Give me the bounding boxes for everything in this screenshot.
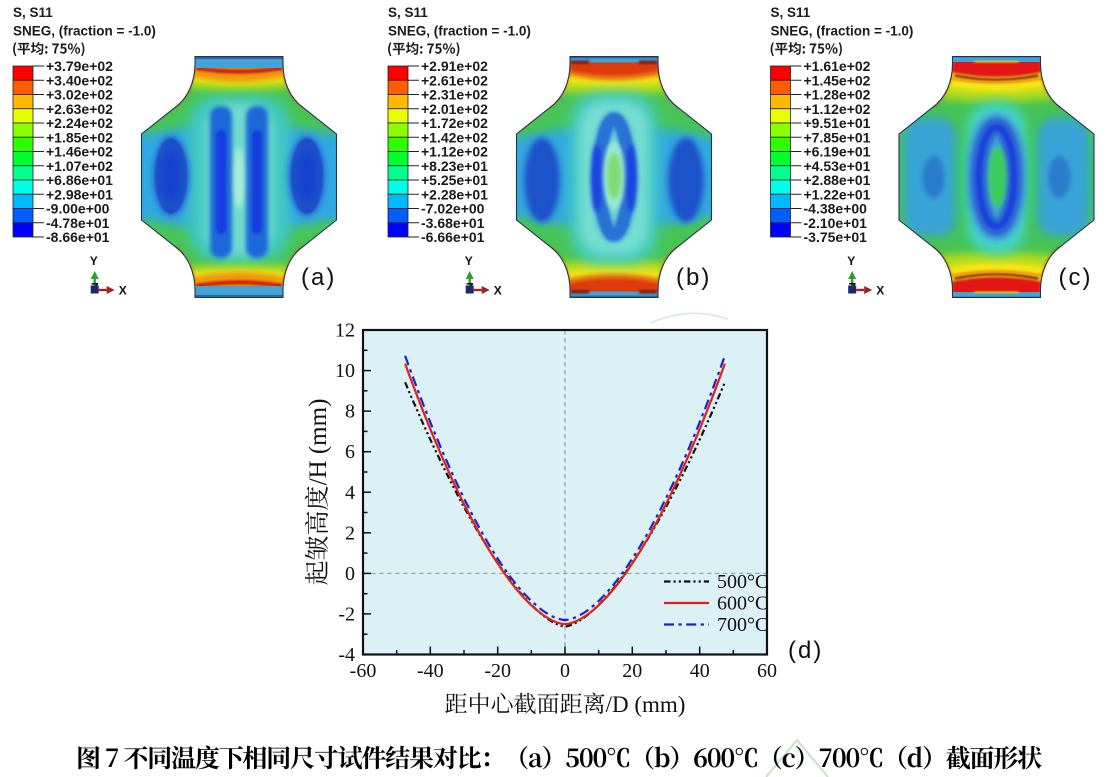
svg-text:+3.79e+02: +3.79e+02 <box>46 58 113 74</box>
svg-text:/D (mm): /D (mm) <box>606 692 686 717</box>
svg-text:+1.12e+02: +1.12e+02 <box>421 144 488 160</box>
svg-text:(a): (a) <box>301 264 336 291</box>
svg-text:(c): (c) <box>1059 264 1093 291</box>
svg-text:/H (mm): /H (mm) <box>305 399 332 486</box>
svg-text:+5.25e+01: +5.25e+01 <box>421 172 488 188</box>
svg-text:+4.53e+01: +4.53e+01 <box>804 158 871 174</box>
svg-text:600°C: 600°C <box>717 593 768 615</box>
svg-text:0: 0 <box>560 660 570 682</box>
svg-text:S, S11: S, S11 <box>771 5 811 20</box>
svg-text:20: 20 <box>622 660 642 682</box>
svg-text:2: 2 <box>345 522 355 544</box>
svg-text:-9.00e+00: -9.00e+00 <box>46 201 110 217</box>
svg-text:Y: Y <box>465 254 473 268</box>
svg-text:4: 4 <box>345 482 355 504</box>
svg-text:-3.68e+01: -3.68e+01 <box>421 215 485 231</box>
svg-text:+1.45e+02: +1.45e+02 <box>804 72 871 88</box>
svg-text:X: X <box>494 284 502 298</box>
svg-text:-60: -60 <box>350 660 377 682</box>
svg-text:6: 6 <box>345 441 355 463</box>
svg-text:S, S11: S, S11 <box>13 5 53 20</box>
svg-text:-7.02e+00: -7.02e+00 <box>421 201 485 217</box>
svg-text:+1.07e+02: +1.07e+02 <box>46 158 113 174</box>
svg-text:500°C: 500°C <box>717 571 768 593</box>
svg-text:S, S11: S, S11 <box>388 5 428 20</box>
svg-text:+7.85e+01: +7.85e+01 <box>804 129 871 145</box>
svg-text:(b): (b) <box>676 264 711 291</box>
svg-text:+1.85e+02: +1.85e+02 <box>46 129 113 145</box>
svg-text:Y: Y <box>90 254 98 268</box>
svg-text:-2.10e+01: -2.10e+01 <box>804 215 868 231</box>
svg-text:+2.01e+02: +2.01e+02 <box>421 101 488 117</box>
svg-text:-3.75e+01: -3.75e+01 <box>804 229 868 245</box>
svg-text:-4.78e+01: -4.78e+01 <box>46 215 110 231</box>
svg-text:X: X <box>119 284 127 298</box>
svg-text:10: 10 <box>335 360 355 382</box>
svg-text:+1.42e+02: +1.42e+02 <box>421 129 488 145</box>
svg-text:(d): (d) <box>788 637 823 664</box>
svg-text:12: 12 <box>335 320 355 342</box>
svg-text:+8.23e+01: +8.23e+01 <box>421 158 488 174</box>
svg-text:+1.22e+01: +1.22e+01 <box>804 186 871 202</box>
svg-text:40: 40 <box>690 660 710 682</box>
svg-text:SNEG, (fraction = -1.0): SNEG, (fraction = -1.0) <box>388 24 531 39</box>
svg-text:-8.66e+01: -8.66e+01 <box>46 229 110 245</box>
svg-text:+1.72e+02: +1.72e+02 <box>421 115 488 131</box>
svg-text:+2.24e+02: +2.24e+02 <box>46 115 113 131</box>
svg-text:-4.38e+00: -4.38e+00 <box>804 201 868 217</box>
svg-text:-40: -40 <box>417 660 444 682</box>
svg-text:0: 0 <box>345 563 355 585</box>
svg-text:+2.28e+01: +2.28e+01 <box>421 186 488 202</box>
svg-text:+1.61e+02: +1.61e+02 <box>804 58 871 74</box>
svg-text:8: 8 <box>345 401 355 423</box>
svg-text:+6.19e+01: +6.19e+01 <box>804 144 871 160</box>
svg-text:+3.02e+02: +3.02e+02 <box>46 87 113 103</box>
svg-text:-2: -2 <box>338 603 355 625</box>
svg-text:+2.91e+02: +2.91e+02 <box>421 58 488 74</box>
svg-text:+1.46e+02: +1.46e+02 <box>46 144 113 160</box>
svg-text:+2.88e+01: +2.88e+01 <box>804 172 871 188</box>
svg-text:+2.98e+01: +2.98e+01 <box>46 186 113 202</box>
svg-text:+2.61e+02: +2.61e+02 <box>421 72 488 88</box>
svg-text:+9.51e+01: +9.51e+01 <box>804 115 871 131</box>
svg-text:700°C: 700°C <box>717 614 768 636</box>
svg-text:+2.31e+02: +2.31e+02 <box>421 87 488 103</box>
svg-text:-20: -20 <box>484 660 511 682</box>
svg-text:-6.66e+01: -6.66e+01 <box>421 229 485 245</box>
svg-text:+1.12e+02: +1.12e+02 <box>804 101 871 117</box>
svg-text:SNEG, (fraction = -1.0): SNEG, (fraction = -1.0) <box>13 24 156 39</box>
svg-text:+6.86e+01: +6.86e+01 <box>46 172 113 188</box>
svg-text:+2.63e+02: +2.63e+02 <box>46 101 113 117</box>
svg-text:X: X <box>876 284 884 298</box>
svg-text:+3.40e+02: +3.40e+02 <box>46 72 113 88</box>
svg-text:Y: Y <box>847 254 855 268</box>
svg-text:SNEG, (fraction = -1.0): SNEG, (fraction = -1.0) <box>771 24 914 39</box>
svg-text:-4: -4 <box>338 644 355 666</box>
svg-text:60: 60 <box>757 660 777 682</box>
svg-text:+1.28e+02: +1.28e+02 <box>804 87 871 103</box>
